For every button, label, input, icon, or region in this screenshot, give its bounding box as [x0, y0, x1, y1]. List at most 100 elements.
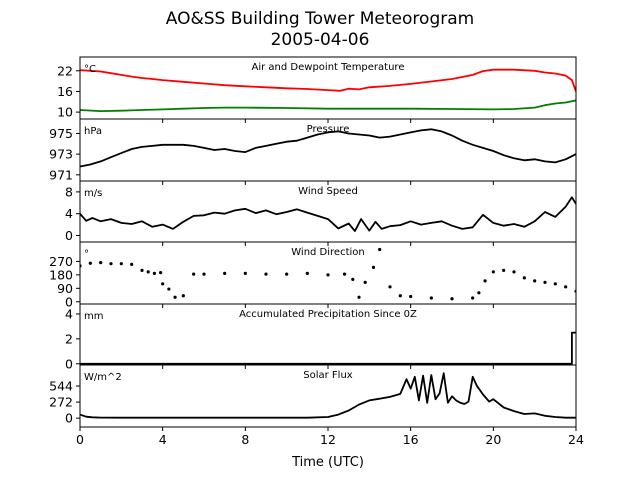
y-tick-label: 0 — [65, 411, 73, 426]
panel-title: Wind Speed — [298, 186, 358, 197]
data-point — [161, 282, 165, 286]
scatter-series-1 — [80, 247, 576, 301]
data-point — [351, 277, 355, 281]
panel-title: Air and Dewpoint Temperature — [252, 62, 405, 73]
data-point — [342, 272, 347, 276]
y-tick-label: 973 — [49, 147, 73, 162]
data-point — [119, 262, 123, 266]
panel-2: 971 973 975 Pressure hPa — [49, 118, 577, 185]
data-point — [223, 271, 227, 275]
y-tick-label: 0 — [65, 294, 73, 309]
data-point — [398, 294, 402, 298]
data-point — [109, 262, 113, 266]
y-tick-label: 10 — [57, 105, 73, 120]
data-point — [409, 294, 413, 299]
data-point — [363, 280, 367, 284]
data-point — [533, 279, 537, 283]
y-tick-label: 270 — [49, 254, 73, 269]
x-axis: 0 4 8 12 16 20 24 — [76, 432, 584, 447]
series-line-2 — [80, 99, 576, 112]
y-tick-label: 22 — [57, 63, 73, 78]
data-point — [553, 282, 557, 286]
y-tick-label: 0 — [65, 356, 73, 371]
data-point — [502, 268, 506, 272]
panel-unit: W/m^2 — [84, 372, 122, 383]
y-tick-label: 0 — [65, 228, 73, 243]
figure-title-line1: AO&SS Building Tower Meteorogram — [166, 9, 474, 29]
data-point — [357, 295, 361, 299]
x-tick-label: 16 — [403, 432, 419, 447]
panel-3: 0 4 8 Wind Speed m/s — [65, 180, 577, 246]
data-point — [159, 271, 163, 275]
y-tick-label: 272 — [49, 395, 73, 410]
x-tick-label: 20 — [485, 432, 501, 447]
data-point — [173, 295, 177, 299]
data-point — [146, 270, 150, 274]
data-point — [326, 273, 330, 277]
figure-title-line2: 2005-04-06 — [271, 30, 370, 50]
data-point — [564, 285, 568, 289]
y-tick-label: 180 — [49, 267, 73, 282]
panel-unit: m/s — [84, 188, 102, 199]
data-point — [285, 272, 289, 276]
series-line-1 — [80, 372, 576, 419]
panel-unit: mm — [84, 311, 103, 322]
x-tick-label: 12 — [320, 432, 336, 447]
data-point — [429, 296, 433, 300]
data-point — [471, 296, 475, 300]
x-axis-label: Time (UTC) — [291, 455, 364, 470]
data-point — [483, 279, 487, 283]
data-point — [491, 270, 495, 274]
x-tick-label: 24 — [568, 432, 584, 447]
y-tick-label: 971 — [49, 167, 73, 182]
y-tick-label: 4 — [65, 206, 73, 221]
y-tick-label: 544 — [49, 379, 73, 394]
panel-title: Pressure — [307, 124, 350, 135]
data-point — [305, 271, 309, 275]
data-point — [152, 271, 156, 275]
data-point — [543, 280, 547, 284]
data-point — [243, 271, 247, 275]
data-point — [512, 270, 516, 274]
y-tick-label: 16 — [57, 84, 73, 99]
data-point — [202, 272, 206, 276]
panel-title: Accumulated Precipitation Since 0Z — [239, 309, 417, 320]
data-point — [477, 291, 481, 295]
panel-unit: °C — [84, 64, 96, 75]
panel-title: Wind Direction — [291, 247, 365, 258]
data-point — [167, 287, 171, 291]
y-tick-label: 8 — [65, 184, 73, 199]
panel-5: 0 2 4 Accumulated Precipitation Since 0Z mm — [65, 303, 577, 371]
data-point — [522, 276, 526, 280]
panel-unit: ° — [84, 249, 89, 260]
data-point — [140, 268, 144, 272]
data-point — [130, 262, 134, 267]
x-tick-label: 8 — [241, 432, 249, 447]
panel-unit: hPa — [84, 126, 102, 137]
data-point — [88, 261, 92, 265]
x-tick-label: 0 — [76, 432, 84, 447]
data-point — [450, 297, 454, 301]
series-line-1 — [80, 196, 576, 232]
data-point — [371, 265, 376, 269]
y-tick-label: 975 — [49, 126, 73, 141]
y-tick-label: 90 — [57, 281, 73, 296]
y-tick-label: 4 — [65, 306, 73, 321]
series-line-1 — [80, 331, 576, 365]
data-point — [388, 285, 392, 289]
panel-title: Solar Flux — [303, 370, 353, 381]
data-point — [192, 272, 196, 276]
series-line-1 — [80, 128, 576, 168]
x-tick-label: 4 — [159, 432, 167, 447]
y-tick-label: 2 — [65, 331, 73, 346]
data-point — [264, 272, 268, 276]
data-point — [99, 261, 103, 265]
panel-1: 10 16 22 Air and Dewpoint Temperature °C — [57, 56, 577, 123]
data-point — [181, 294, 185, 298]
series-line-1 — [80, 68, 576, 92]
data-point — [378, 247, 382, 252]
